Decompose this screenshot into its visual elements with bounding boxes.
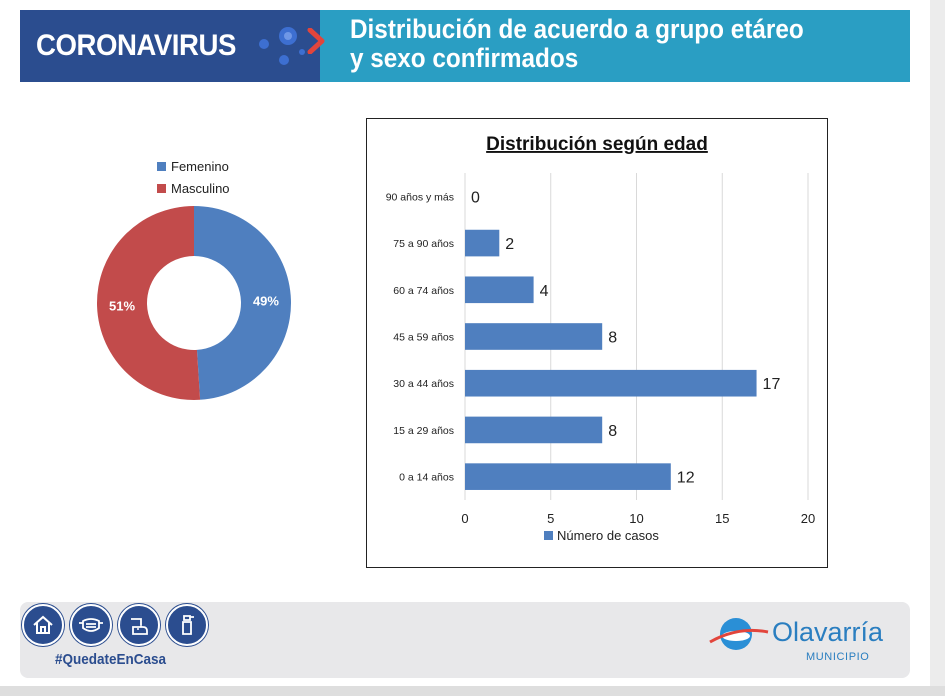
donut-label-masculino: 51% <box>109 298 135 313</box>
donut-slice-masculino <box>97 206 201 400</box>
y-tick-label: 15 a 29 años <box>393 425 454 437</box>
x-tick-label-15: 15 <box>715 511 729 526</box>
legend-swatch-femenino <box>157 161 166 171</box>
legend-item-masculino: Masculino <box>157 177 230 199</box>
olavarria-logo-icon <box>709 618 769 650</box>
house-icon <box>22 604 64 646</box>
bar-value-label: 2 <box>505 236 514 253</box>
bar <box>465 416 603 444</box>
bar <box>465 369 757 397</box>
bar-value-label: 4 <box>540 283 549 300</box>
x-tick-label-5: 5 <box>547 511 554 526</box>
spray-bottle-icon <box>166 604 208 646</box>
chart-title: Distribución según edad <box>486 134 708 155</box>
y-tick-label: 0 a 14 años <box>399 472 454 484</box>
legend-label-masculino: Masculino <box>171 180 230 196</box>
donut-slice-femenino <box>194 206 292 400</box>
page-title-line-1: Distribución de acuerdo a grupo etáreo <box>350 14 804 44</box>
page-edge-bottom <box>0 686 945 696</box>
header-brand-panel: CORONAVIRUS <box>20 10 320 82</box>
x-tick-label-10: 10 <box>629 511 643 526</box>
page-title: Distribución de acuerdo a grupo etáreo y… <box>350 15 854 73</box>
bar-value-label: 17 <box>763 376 781 393</box>
legend-label-numero-de-casos: Número de casos <box>557 528 659 543</box>
page-title-line-2: y sexo confirmados <box>350 43 579 73</box>
footer-icon-row <box>22 604 208 646</box>
donut-label-femenino: 49% <box>253 294 279 309</box>
x-tick-label-0: 0 <box>461 511 468 526</box>
bar <box>465 323 603 350</box>
gender-donut-chart: 49% 51% <box>97 206 292 400</box>
y-tick-label: 90 años y más <box>386 191 454 203</box>
hand-washing-icon <box>118 604 160 646</box>
bar <box>465 276 534 304</box>
bar-value-label: 8 <box>608 423 617 440</box>
brand-title: CORONAVIRUS <box>36 29 236 62</box>
bar-value-label: 8 <box>608 330 617 347</box>
olavarria-logo-subtitle: MUNICIPIO <box>806 651 870 663</box>
olavarria-logo-name: Olavarría <box>772 617 884 647</box>
bar <box>465 229 500 257</box>
header-title-panel: Distribución de acuerdo a grupo etáreo y… <box>320 10 910 82</box>
bar-value-label: 0 <box>471 189 480 206</box>
page-edge-right <box>930 0 945 696</box>
hashtag-quedate-en-casa: #QuedateEnCasa <box>55 651 167 668</box>
bar-value-label: 12 <box>677 470 695 487</box>
y-tick-label: 30 a 44 años <box>393 378 454 390</box>
y-tick-label: 45 a 59 años <box>393 332 454 344</box>
legend-label-femenino: Femenino <box>171 158 229 174</box>
legend-swatch-numero-de-casos <box>544 531 553 540</box>
chevron-right-icon <box>307 28 325 54</box>
virus-particles-icon <box>259 27 305 65</box>
bar <box>465 463 671 490</box>
x-tick-label-20: 20 <box>801 511 815 526</box>
legend-item-femenino: Femenino <box>157 155 230 177</box>
y-tick-label: 60 a 74 años <box>393 285 454 297</box>
y-tick-label: 75 a 90 años <box>393 238 454 250</box>
legend-swatch-masculino <box>157 183 166 193</box>
donut-legend: Femenino Masculino <box>157 155 230 199</box>
face-mask-icon <box>70 604 112 646</box>
